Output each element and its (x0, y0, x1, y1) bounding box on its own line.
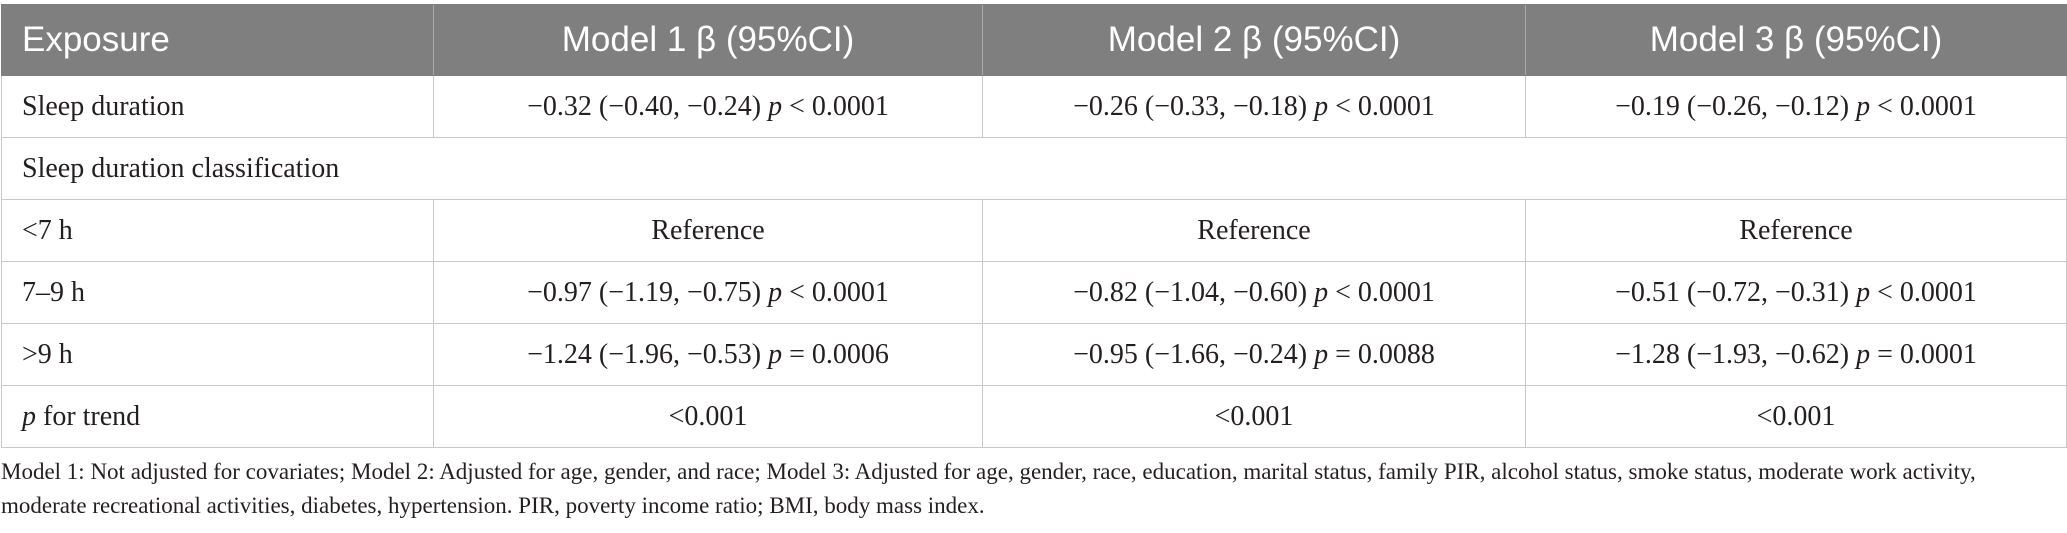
table-row-sleep-duration: Sleep duration −0.32 (−0.40, −0.24) p < … (1, 75, 2067, 138)
p-symbol: p (1314, 276, 1329, 308)
p-symbol: p (1856, 276, 1871, 308)
model-1-cell: −1.24 (−1.96, −0.53) p = 0.0006 (433, 323, 983, 386)
model-3-cell: −0.19 (−0.26, −0.12) p < 0.0001 (1525, 75, 2067, 138)
model-3-cell: −1.28 (−1.93, −0.62) p = 0.0001 (1525, 323, 2067, 386)
table-row-p-for-trend: p for trend <0.001 <0.001 <0.001 (1, 385, 2067, 448)
p-value: < 0.0001 (1877, 90, 1977, 122)
beta-estimate: −0.95 (−1.66, −0.24) (1073, 338, 1308, 370)
results-table-container: Exposure Model 1 β (95%CI) Model 2 β (95… (0, 4, 2067, 448)
model-2-cell: −0.95 (−1.66, −0.24) p = 0.0088 (982, 323, 1526, 386)
exposure-label: 7–9 h (1, 261, 434, 324)
table-header-row: Exposure Model 1 β (95%CI) Model 2 β (95… (1, 4, 2067, 76)
beta-estimate: −0.26 (−0.33, −0.18) (1073, 90, 1308, 122)
p-symbol: p (22, 400, 36, 432)
header-model-3: Model 3 β (95%CI) (1525, 4, 2067, 76)
table-footnote: Model 1: Not adjusted for covariates; Mo… (1, 459, 1976, 518)
header-exposure: Exposure (1, 4, 434, 76)
beta-estimate: −0.32 (−0.40, −0.24) (527, 90, 762, 122)
beta-estimate: −0.97 (−1.19, −0.75) (527, 276, 762, 308)
p-symbol: p (768, 338, 783, 370)
table-row-7-to-9h: 7–9 h −0.97 (−1.19, −0.75) p < 0.0001 −0… (1, 261, 2067, 324)
table-section-row: Sleep duration classification (1, 137, 2067, 200)
p-value: < 0.0001 (1335, 276, 1435, 308)
beta-estimate: −1.28 (−1.93, −0.62) (1615, 338, 1850, 370)
trend-label-text: for trend (43, 400, 141, 432)
model-3-cell: −0.51 (−0.72, −0.31) p < 0.0001 (1525, 261, 2067, 324)
model-2-cell: <0.001 (982, 385, 1526, 448)
model-3-cell: <0.001 (1525, 385, 2067, 448)
model-2-cell: −0.82 (−1.04, −0.60) p < 0.0001 (982, 261, 1526, 324)
p-symbol: p (1856, 90, 1871, 122)
p-symbol: p (768, 90, 783, 122)
p-value: < 0.0001 (789, 90, 889, 122)
exposure-label: Sleep duration (1, 75, 434, 138)
p-value: < 0.0001 (1877, 276, 1977, 308)
p-value: = 0.0088 (1335, 338, 1435, 370)
beta-estimate: −0.19 (−0.26, −0.12) (1615, 90, 1850, 122)
p-value: = 0.0001 (1877, 338, 1977, 370)
model-3-cell: Reference (1525, 199, 2067, 262)
p-symbol: p (1314, 338, 1329, 370)
table-row-more-than-9h: >9 h −1.24 (−1.96, −0.53) p = 0.0006 −0.… (1, 323, 2067, 386)
p-value: < 0.0001 (1335, 90, 1435, 122)
exposure-label: >9 h (1, 323, 434, 386)
beta-estimate: −1.24 (−1.96, −0.53) (527, 338, 762, 370)
model-2-cell: Reference (982, 199, 1526, 262)
header-model-1: Model 1 β (95%CI) (433, 4, 983, 76)
results-table: Exposure Model 1 β (95%CI) Model 2 β (95… (1, 4, 2067, 448)
p-symbol: p (1314, 90, 1329, 122)
p-symbol: p (1856, 338, 1871, 370)
model-1-cell: Reference (433, 199, 983, 262)
header-model-2: Model 2 β (95%CI) (982, 4, 1526, 76)
beta-estimate: −0.82 (−1.04, −0.60) (1073, 276, 1308, 308)
section-label-sleep-duration-classification: Sleep duration classification (1, 137, 2067, 200)
exposure-label: p for trend (1, 385, 434, 448)
table-row-less-than-7h: <7 h Reference Reference Reference (1, 199, 2067, 262)
p-value: = 0.0006 (789, 338, 889, 370)
model-1-cell: −0.32 (−0.40, −0.24) p < 0.0001 (433, 75, 983, 138)
model-1-cell: −0.97 (−1.19, −0.75) p < 0.0001 (433, 261, 983, 324)
model-1-cell: <0.001 (433, 385, 983, 448)
p-value: < 0.0001 (789, 276, 889, 308)
p-symbol: p (768, 276, 783, 308)
model-2-cell: −0.26 (−0.33, −0.18) p < 0.0001 (982, 75, 1526, 138)
exposure-label: <7 h (1, 199, 434, 262)
beta-estimate: −0.51 (−0.72, −0.31) (1615, 276, 1850, 308)
